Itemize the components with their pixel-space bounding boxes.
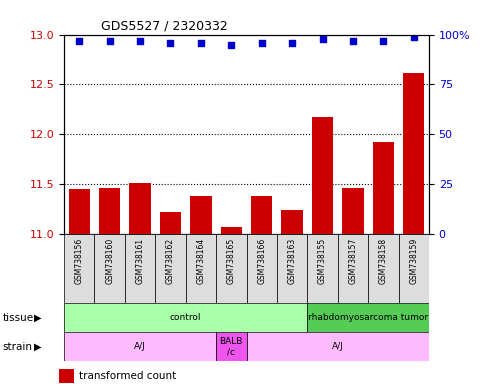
- Text: A/J: A/J: [134, 342, 146, 351]
- Bar: [130, 183, 151, 234]
- Point: [318, 35, 326, 41]
- Point: [380, 38, 387, 44]
- Bar: [246, 332, 429, 361]
- Text: GSM738163: GSM738163: [287, 238, 297, 284]
- Text: GSM738162: GSM738162: [166, 238, 175, 284]
- Bar: [221, 227, 242, 234]
- Bar: [99, 188, 120, 234]
- Bar: [59, 369, 74, 383]
- Text: GSM738160: GSM738160: [105, 238, 114, 284]
- Point: [410, 33, 418, 40]
- Point: [75, 38, 83, 44]
- Text: tissue: tissue: [2, 313, 34, 323]
- Bar: [373, 142, 394, 234]
- Bar: [338, 234, 368, 303]
- Text: GSM738166: GSM738166: [257, 238, 266, 284]
- Text: strain: strain: [2, 341, 33, 352]
- Bar: [251, 196, 272, 234]
- Bar: [342, 188, 363, 234]
- Bar: [216, 234, 246, 303]
- Text: GSM738159: GSM738159: [409, 238, 418, 284]
- Text: GSM738161: GSM738161: [136, 238, 144, 284]
- Bar: [64, 332, 216, 361]
- Text: control: control: [170, 313, 202, 322]
- Bar: [190, 196, 211, 234]
- Bar: [307, 234, 338, 303]
- Text: A/J: A/J: [332, 342, 344, 351]
- Text: rhabdomyosarcoma tumor: rhabdomyosarcoma tumor: [308, 313, 428, 322]
- Bar: [307, 303, 429, 332]
- Text: BALB
/c: BALB /c: [219, 337, 243, 356]
- Point: [106, 38, 113, 44]
- Text: GSM738164: GSM738164: [196, 238, 206, 284]
- Text: GSM738157: GSM738157: [349, 238, 357, 284]
- Bar: [246, 234, 277, 303]
- Bar: [216, 332, 246, 361]
- Bar: [368, 234, 398, 303]
- Text: ▶: ▶: [34, 341, 41, 352]
- Bar: [312, 118, 333, 234]
- Bar: [95, 234, 125, 303]
- Text: GSM738155: GSM738155: [318, 238, 327, 284]
- Bar: [125, 234, 155, 303]
- Point: [349, 38, 357, 44]
- Text: GSM738158: GSM738158: [379, 238, 388, 284]
- Point: [288, 40, 296, 46]
- Bar: [277, 234, 307, 303]
- Bar: [186, 234, 216, 303]
- Point: [167, 40, 175, 46]
- Text: transformed count: transformed count: [79, 371, 177, 381]
- Bar: [155, 234, 186, 303]
- Point: [136, 38, 144, 44]
- Bar: [398, 234, 429, 303]
- Text: GSM738165: GSM738165: [227, 238, 236, 284]
- Bar: [64, 234, 95, 303]
- Bar: [160, 212, 181, 234]
- Text: GSM738156: GSM738156: [75, 238, 84, 284]
- Bar: [282, 210, 303, 234]
- Bar: [64, 303, 307, 332]
- Point: [258, 40, 266, 46]
- Text: GDS5527 / 2320332: GDS5527 / 2320332: [101, 19, 227, 32]
- Bar: [403, 73, 424, 234]
- Point: [227, 41, 235, 48]
- Point: [197, 40, 205, 46]
- Text: ▶: ▶: [34, 313, 41, 323]
- Bar: [69, 189, 90, 234]
